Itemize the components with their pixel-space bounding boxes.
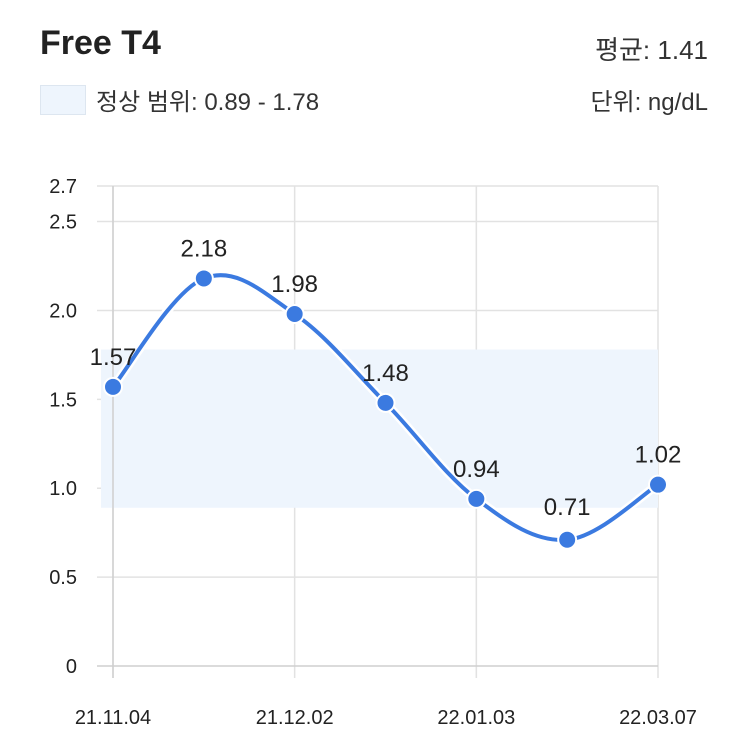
data-label: 1.98 bbox=[271, 271, 318, 298]
data-points bbox=[103, 268, 668, 550]
data-point bbox=[195, 270, 212, 287]
x-tick-label: 22.01.03 bbox=[437, 707, 515, 729]
normal-range-swatch bbox=[40, 84, 86, 115]
unit-label: 단위: ng/dL bbox=[590, 89, 708, 116]
normal-range-band-layer bbox=[101, 349, 658, 508]
y-tick-label: 1.0 bbox=[49, 478, 77, 500]
data-point bbox=[377, 394, 394, 411]
data-label: 1.02 bbox=[635, 442, 682, 469]
average-value: 평균: 1.41 bbox=[595, 35, 708, 65]
normal-range-legend: 정상 범위: 0.89 - 1.78 bbox=[40, 82, 319, 117]
data-point bbox=[105, 378, 121, 395]
y-tick-label: 2.0 bbox=[49, 300, 77, 322]
y-tick-label: 2.7 bbox=[49, 176, 77, 198]
y-tick-label: 0.5 bbox=[49, 567, 77, 589]
x-tick-label: 22.03.07 bbox=[619, 707, 697, 729]
x-tick-label: 21.11.04 bbox=[75, 707, 151, 729]
data-label: 2.18 bbox=[180, 235, 227, 262]
data-point bbox=[468, 490, 485, 507]
y-tick-label: 2.5 bbox=[49, 212, 77, 234]
chart-title: Free T4 bbox=[40, 24, 161, 62]
normal-range-band bbox=[101, 349, 658, 508]
data-label: 0.94 bbox=[453, 456, 500, 483]
data-point bbox=[559, 531, 576, 548]
y-tick-label: 0 bbox=[66, 656, 77, 678]
data-point bbox=[286, 306, 303, 322]
data-labels: 1.57 2.18 1.98 1.48 0.94 0.71 1.02 bbox=[90, 235, 682, 520]
y-tick-label: 1.5 bbox=[49, 389, 77, 411]
normal-range-label: 정상 범위: 0.89 - 1.78 bbox=[96, 89, 320, 116]
data-label: 0.71 bbox=[544, 494, 591, 521]
axes: 0 0.5 1.0 1.5 2.0 2.5 2.7 21.11.04 21.12.02 22.01… bbox=[49, 176, 697, 729]
x-tick-label: 21.12.02 bbox=[256, 707, 334, 729]
data-label: 1.57 bbox=[90, 344, 137, 371]
data-label: 1.48 bbox=[362, 360, 409, 387]
data-point bbox=[650, 476, 666, 493]
